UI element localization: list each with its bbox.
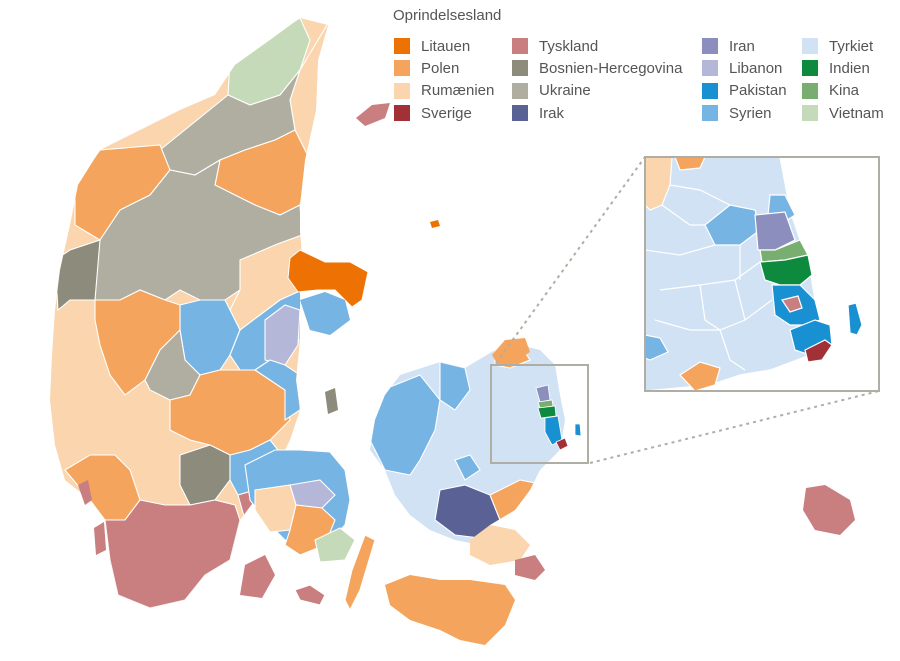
region-tyskland-mon [515, 555, 545, 580]
legend-item-tyskland: Tyskland [512, 35, 682, 57]
region-rumaenien-zealand-south [470, 525, 530, 565]
region-tyskland-romo [78, 480, 92, 505]
legend-swatch [394, 38, 410, 55]
legend-swatch [802, 60, 818, 77]
legend-swatch [802, 38, 818, 55]
legend-label: Bosnien-Hercegovina [539, 59, 683, 77]
legend-item-syrien: Syrien [702, 102, 787, 124]
legend-label: Litauen [421, 37, 471, 55]
legend-swatch [394, 82, 410, 99]
legend-swatch [802, 82, 818, 99]
legend-item-sverige: Sverige [394, 102, 494, 124]
region-pakistan-amager [574, 423, 582, 437]
legend-item-iran: Iran [702, 35, 787, 57]
inset-iran [754, 211, 796, 251]
region-tyskland-als [240, 555, 275, 598]
legend-label: Irak [539, 104, 565, 122]
legend-swatch [512, 105, 528, 122]
inset-pointer-bottom [589, 390, 880, 464]
legend-item-vietnam: Vietnam [802, 102, 884, 124]
legend-item-tyrkiet: Tyrkiet [802, 35, 884, 57]
region-bosnien-south [179, 444, 231, 506]
jutland [50, 18, 328, 608]
region-syrien-zealand-west [370, 374, 441, 476]
legend-label: Syrien [729, 104, 772, 122]
zealand [370, 338, 582, 580]
copenhagen-cluster [535, 384, 582, 451]
region-tyskland-aero [294, 584, 326, 606]
inset-polen-top [674, 157, 706, 171]
region-syrien-mols [300, 292, 350, 335]
legend-swatch [394, 60, 410, 77]
region-rumaenien-funen [254, 484, 297, 533]
inset-polen-bottom [679, 361, 721, 391]
region-litauen-anholt [430, 220, 440, 228]
inset-tyskland-spot [781, 295, 803, 313]
legend-item-pakistan: Pakistan [702, 80, 787, 102]
legend-label: Tyskland [539, 37, 599, 55]
legend-item-ukraine: Ukraine [512, 80, 682, 102]
inset-pointer-top [495, 156, 646, 364]
region-bosnien-samso [325, 388, 338, 414]
legend-label: Pakistan [729, 82, 787, 100]
region-tyskland-bornholm [803, 485, 855, 535]
legend-label: Rumænien [421, 82, 495, 100]
legend-label: Kina [829, 82, 860, 100]
region-litauen-djursland [287, 249, 369, 308]
legend-title: Oprindelsesland [393, 7, 502, 24]
inset-source-box [490, 364, 589, 464]
legend-item-polen: Polen [394, 57, 494, 79]
inset-sverige [804, 339, 833, 363]
legend-item-kina: Kina [802, 80, 884, 102]
region-indien-cph [537, 405, 557, 419]
legend-item-rumaenien: Rumænien [394, 80, 494, 102]
legend-swatch [512, 38, 528, 55]
legend-column-3: Iran Libanon Pakistan Syrien [702, 35, 787, 124]
region-libanon-jutland [264, 304, 301, 366]
legend-item-libanon: Libanon [702, 57, 787, 79]
inset-syrien-west [645, 334, 669, 361]
legend-label: Polen [421, 59, 460, 77]
legend-swatch [702, 82, 718, 99]
region-polen-zealand-northwest [492, 338, 530, 365]
legend-label: Sverige [421, 104, 472, 122]
legend-swatch [512, 60, 528, 77]
legend-swatch [512, 82, 528, 99]
legend-label: Ukraine [539, 82, 591, 100]
legend-item-indien: Indien [802, 57, 884, 79]
legend-label: Indien [829, 59, 870, 77]
legend-item-bosnien-hercegovina: Bosnien-Hercegovina [512, 57, 682, 79]
region-vietnam-funen [314, 527, 356, 563]
funen [244, 449, 376, 612]
legend-swatch [702, 60, 718, 77]
region-bosnien-west [54, 239, 101, 312]
legend-column-2: Tyskland Bosnien-Hercegovina Ukraine Ira… [512, 35, 682, 124]
legend-label: Libanon [729, 59, 783, 77]
inset-pakistan-amager [847, 302, 863, 336]
region-polen-lolland [385, 575, 515, 645]
legend-column-4: Tyrkiet Indien Kina Vietnam [802, 35, 884, 124]
legend-swatch [702, 105, 718, 122]
legend-label: Tyrkiet [829, 37, 874, 55]
region-syrien-zealand-south [454, 454, 481, 481]
legend-column-1: Litauen Polen Rumænien Sverige [394, 35, 494, 124]
legend-label: Iran [729, 37, 755, 55]
region-syrien-southeast [254, 359, 301, 422]
islands [287, 103, 855, 645]
legend-swatch [802, 105, 818, 122]
region-tyskland-laeso [356, 103, 390, 126]
region-tyskland-fano [94, 522, 106, 555]
region-sverige-cph [555, 437, 569, 451]
legend-swatch [702, 38, 718, 55]
region-tyskland-south [104, 499, 241, 608]
inset-frame [644, 156, 880, 392]
legend-label: Vietnam [829, 104, 884, 122]
legend-swatch [394, 105, 410, 122]
inset-map [644, 156, 880, 392]
legend-item-irak: Irak [512, 102, 682, 124]
legend-item-litauen: Litauen [394, 35, 494, 57]
region-polen-langeland [344, 534, 376, 612]
inset-indien [759, 254, 813, 286]
